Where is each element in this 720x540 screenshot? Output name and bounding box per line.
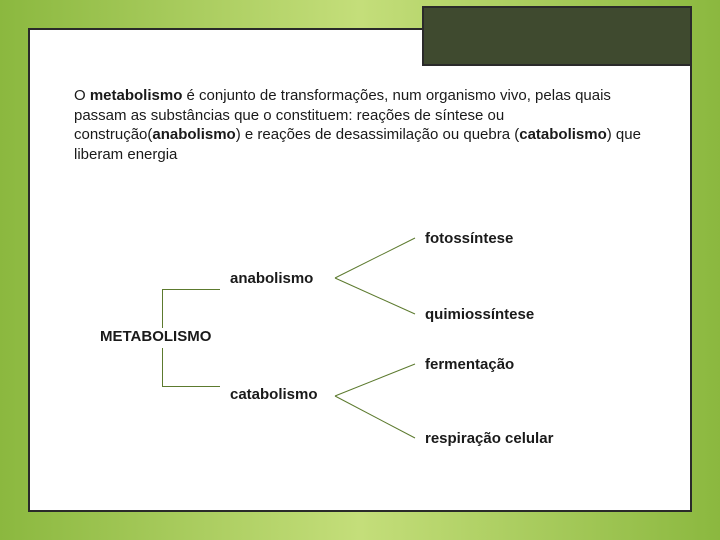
node-root: METABOLISMO xyxy=(100,328,211,345)
title-box xyxy=(422,6,692,66)
connector-svg-catabolismo xyxy=(330,354,420,450)
connector-line xyxy=(162,289,220,290)
para-text: ) e reações de desassimilação ou quebra … xyxy=(236,126,520,143)
connector-line xyxy=(162,348,163,386)
node-respiracao: respiração celular xyxy=(425,430,553,447)
node-quimiossintese: quimiossíntese xyxy=(425,306,534,323)
node-anabolismo: anabolismo xyxy=(230,270,313,287)
node-fermentacao: fermentação xyxy=(425,356,514,373)
para-bold-catabolismo: catabolismo xyxy=(519,126,607,143)
content-frame: O metabolismo é conjunto de transformaçõ… xyxy=(28,28,692,512)
definition-paragraph: O metabolismo é conjunto de transformaçõ… xyxy=(74,86,664,164)
para-bold-metabolismo: metabolismo xyxy=(90,87,183,104)
connector-line xyxy=(162,290,163,328)
node-fotossintese: fotossíntese xyxy=(425,230,513,247)
node-catabolismo: catabolismo xyxy=(230,386,318,403)
para-bold-anabolismo: anabolismo xyxy=(152,126,235,143)
para-text: O xyxy=(74,87,90,104)
connector-line xyxy=(162,386,220,387)
connector-svg-anabolismo xyxy=(330,230,420,326)
